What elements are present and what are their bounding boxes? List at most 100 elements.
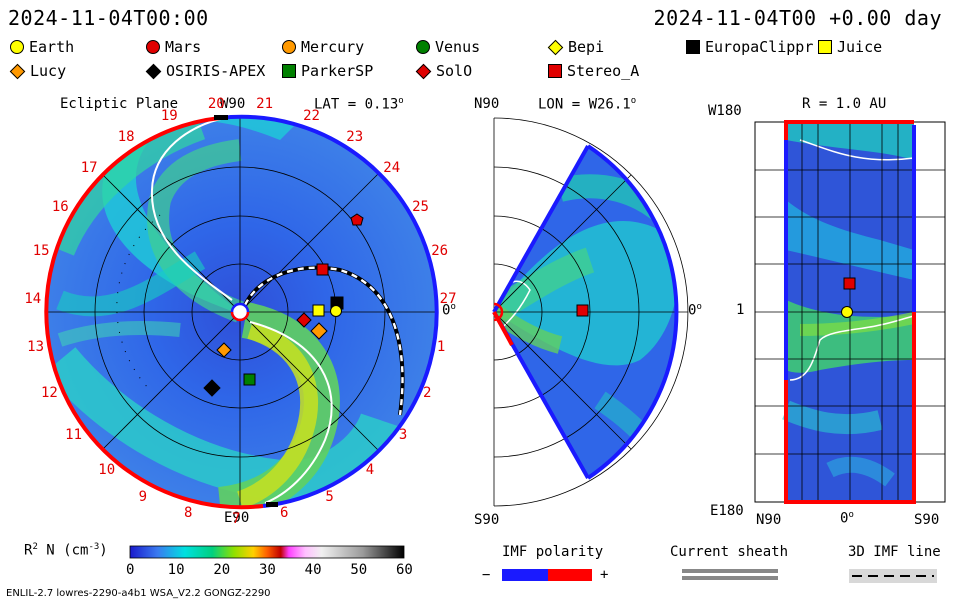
colorbar-tick: 30 [259, 562, 276, 578]
imf-line-north [150, 117, 233, 301]
map-stereo-a [843, 277, 856, 290]
imf-line-south [249, 321, 333, 504]
carrington-number: 18 [117, 129, 135, 146]
earth-marker [330, 305, 342, 317]
circle-icon [282, 40, 296, 54]
legend-label: Venus [435, 38, 481, 56]
square-icon [282, 64, 296, 78]
colorbar-tick: 0 [126, 562, 135, 578]
ecliptic-bottom-label: E90 [224, 510, 250, 526]
carrington-number: 26 [431, 243, 449, 260]
map-x-right: S90 [914, 512, 940, 528]
bepi-marker [310, 322, 328, 340]
legend-label: Mercury [301, 38, 365, 56]
sun-polarity-arc [230, 311, 250, 322]
carrington-number: 25 [412, 199, 429, 215]
carrington-number: 8 [184, 505, 193, 522]
juice-marker [312, 304, 325, 317]
imf-minus: − [482, 567, 491, 583]
imf-polarity-negative [502, 569, 548, 581]
square-icon [686, 40, 700, 54]
carrington-number: 1 [436, 339, 446, 356]
legend-label: ParkerSP [301, 62, 374, 80]
meridional-grid [493, 117, 689, 507]
model-footer: ENLIL-2.7 lowres-2290-a4b1 WSA_V2.2 GONG… [6, 588, 271, 599]
ecliptic-plane-panel [44, 114, 439, 510]
legend-item-juice: Juice [818, 38, 882, 56]
colorbar [129, 545, 405, 559]
carrington-number: 11 [65, 427, 83, 444]
lucy-marker [216, 342, 232, 358]
legend-label: Bepi [568, 38, 605, 56]
carrington-number: 22 [303, 107, 320, 124]
map-r-label: R = 1.0 AU [802, 96, 887, 112]
legend-label: Juice [837, 38, 883, 56]
carrington-number: 27 [439, 290, 457, 307]
colorbar-label: R2 N (cm-3) [24, 542, 108, 559]
colorbar-tick: 40 [304, 562, 322, 578]
carrington-number: 13 [27, 339, 45, 356]
carrington-number: 16 [51, 199, 69, 215]
legend-item-bepi: Bepi [547, 38, 605, 56]
legend-label: Lucy [30, 62, 67, 80]
rim-marker-top [214, 115, 228, 120]
carrington-number: 20 [207, 96, 225, 113]
carrington-number: 7 [232, 511, 241, 527]
map-earth [841, 306, 853, 318]
circle-icon [10, 40, 24, 54]
ecliptic-title: Ecliptic Plane [60, 96, 179, 112]
colorbar-tick: 50 [350, 562, 368, 578]
carrington-number: 23 [346, 129, 364, 146]
rim-marker-bottom [266, 502, 278, 507]
map-top-label: W180 [708, 103, 742, 119]
polarity-rim-negative [44, 116, 264, 510]
carrington-number: 17 [80, 160, 98, 177]
legend-label: Earth [29, 38, 75, 56]
meridional-edge-north [492, 145, 590, 313]
solo-marker [296, 312, 312, 328]
current-sheath-line-2 [682, 576, 778, 580]
map-x-mid: 0o [840, 510, 854, 527]
carrington-number: 14 [24, 290, 42, 307]
carrington-number: 15 [32, 243, 50, 260]
meridional-rim [586, 144, 679, 480]
carrington-number: 21 [256, 96, 273, 113]
carrington-number: 5 [325, 488, 334, 505]
colorbar-tick: 60 [396, 562, 413, 578]
meridional-panel [492, 117, 689, 507]
carrington-number: 4 [365, 462, 375, 479]
legend-item-mercury: Mercury [282, 38, 364, 56]
meridional-sun [493, 302, 504, 322]
circle-icon [146, 40, 160, 54]
carrington-number: 2 [422, 385, 432, 402]
legend-item-parkersp: ParkerSP [282, 62, 373, 80]
osiris-apex-marker [203, 379, 221, 397]
imf-plus: + [600, 567, 609, 583]
square-icon [818, 40, 832, 54]
map-border-red-bottom [784, 312, 916, 504]
carrington-number: 6 [279, 505, 289, 522]
legend-item-stereo-a: Stereo_A [548, 62, 639, 80]
map-panel [754, 120, 946, 504]
legend-label: Mars [165, 38, 202, 56]
polarity-rim-positive [219, 114, 439, 508]
ecliptic-objects [203, 213, 364, 397]
colorbar-tick: 10 [167, 562, 185, 578]
carrington-number: 19 [160, 107, 178, 124]
lon-label: LON = W26.1o [538, 96, 637, 113]
map-mid-label: 1 [736, 302, 745, 318]
imf-3d-line [243, 266, 404, 416]
map-bottom-label: E180 [710, 503, 744, 519]
date-right: 2024-11-04T00 +0.00 day [653, 6, 942, 30]
carrington-number: 24 [383, 160, 401, 177]
legend-label: Stereo_A [567, 62, 640, 80]
legend-label: OSIRIS-APEX [166, 62, 266, 80]
legend-label: EuropaClippr [705, 38, 814, 56]
stereo-a-marker [316, 263, 329, 276]
carrington-number: 12 [41, 385, 58, 402]
ecliptic-top-label: W90 [220, 96, 246, 112]
imf-polarity-positive [548, 569, 592, 581]
lat-label: LAT = 0.13o [314, 96, 404, 113]
mars-marker [350, 213, 364, 226]
ecliptic-right-label: 0o [442, 302, 456, 319]
